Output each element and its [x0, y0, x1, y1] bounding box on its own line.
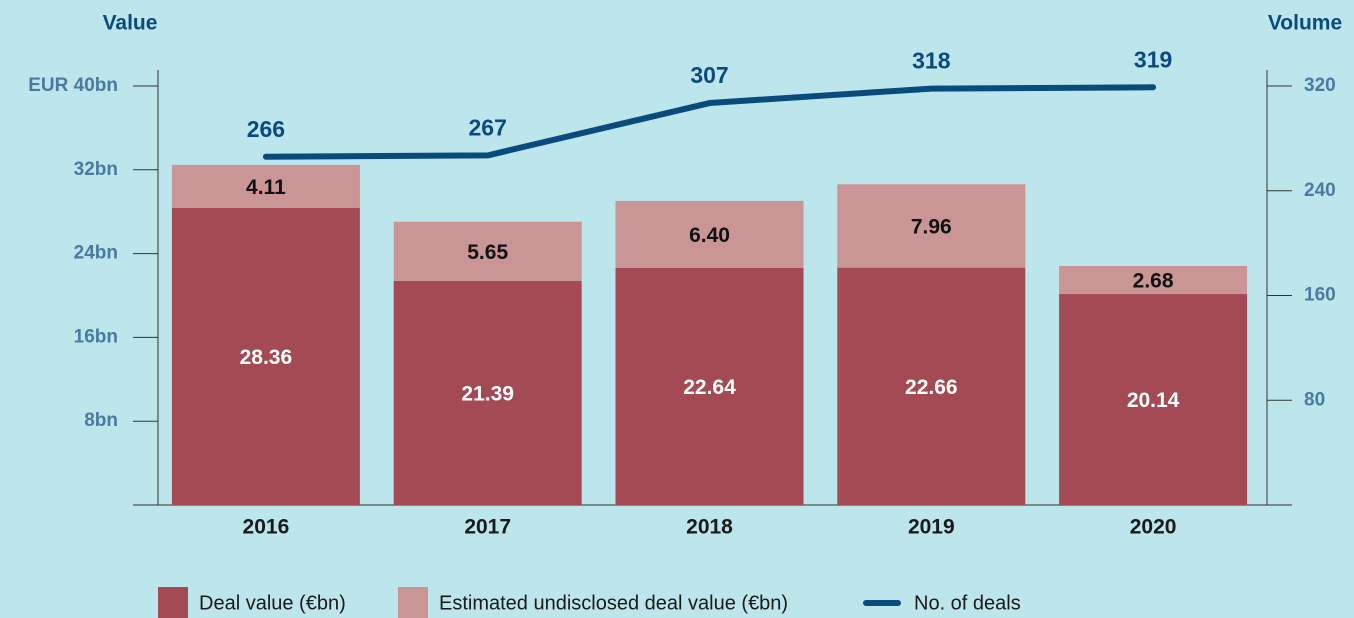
bar-segment: [615, 267, 804, 505]
legend-swatch: [398, 587, 428, 618]
data-label: 22.66: [905, 376, 958, 399]
legend-swatch: [158, 587, 188, 618]
x-tick-label: 2019: [908, 516, 955, 539]
y2-tick-label: 80: [1304, 389, 1325, 410]
bar-segment: [1059, 294, 1248, 505]
data-label: 28.36: [240, 346, 293, 369]
y-tick-label: 8bn: [84, 410, 118, 431]
bar-segment: [1059, 265, 1248, 295]
bar-segment: [171, 164, 360, 208]
line-label: 307: [690, 62, 728, 88]
legend-label: Deal value (€bn): [199, 592, 346, 614]
bar-segment: [837, 184, 1026, 268]
line: [262, 84, 1157, 160]
x-tick-label: 2017: [464, 516, 511, 539]
legend-label: Estimated undisclosed deal value (€bn): [439, 592, 788, 614]
line-label: 267: [469, 114, 507, 140]
data-label: 2.68: [1133, 270, 1174, 293]
y2-tick-label: 320: [1304, 75, 1336, 96]
line-label: 319: [1134, 46, 1172, 72]
y-tick-label: 16bn: [74, 326, 118, 347]
data-label: 7.96: [911, 215, 952, 238]
data-label: 21.39: [461, 383, 514, 406]
data-label: 4.11: [246, 176, 286, 199]
y2-axis-label: Volume: [1268, 12, 1342, 35]
y2-tick-label: 240: [1304, 180, 1336, 201]
bar-segment: [393, 221, 582, 281]
legend-label: No. of deals: [914, 592, 1021, 614]
bar-segment: [615, 200, 804, 268]
line-label: 318: [912, 48, 951, 74]
y2-tick-label: 160: [1304, 285, 1336, 306]
x-tick-label: 2018: [686, 516, 733, 539]
y-tick-label: 32bn: [74, 159, 118, 180]
y-tick-label: 24bn: [74, 243, 118, 264]
data-label: 5.65: [467, 241, 508, 264]
x-tick-label: 2016: [243, 516, 290, 539]
y-tick-label: EUR 40bn: [28, 75, 118, 96]
y-axis-label: Value: [103, 12, 158, 35]
data-label: 22.64: [683, 376, 736, 399]
bar-segment: [837, 267, 1026, 505]
data-label: 20.14: [1127, 389, 1180, 412]
x-tick-label: 2020: [1130, 516, 1177, 539]
bar-segment: [393, 280, 582, 505]
bar-segment: [171, 207, 360, 505]
data-label: 6.40: [689, 224, 730, 247]
line-label: 266: [247, 116, 285, 142]
